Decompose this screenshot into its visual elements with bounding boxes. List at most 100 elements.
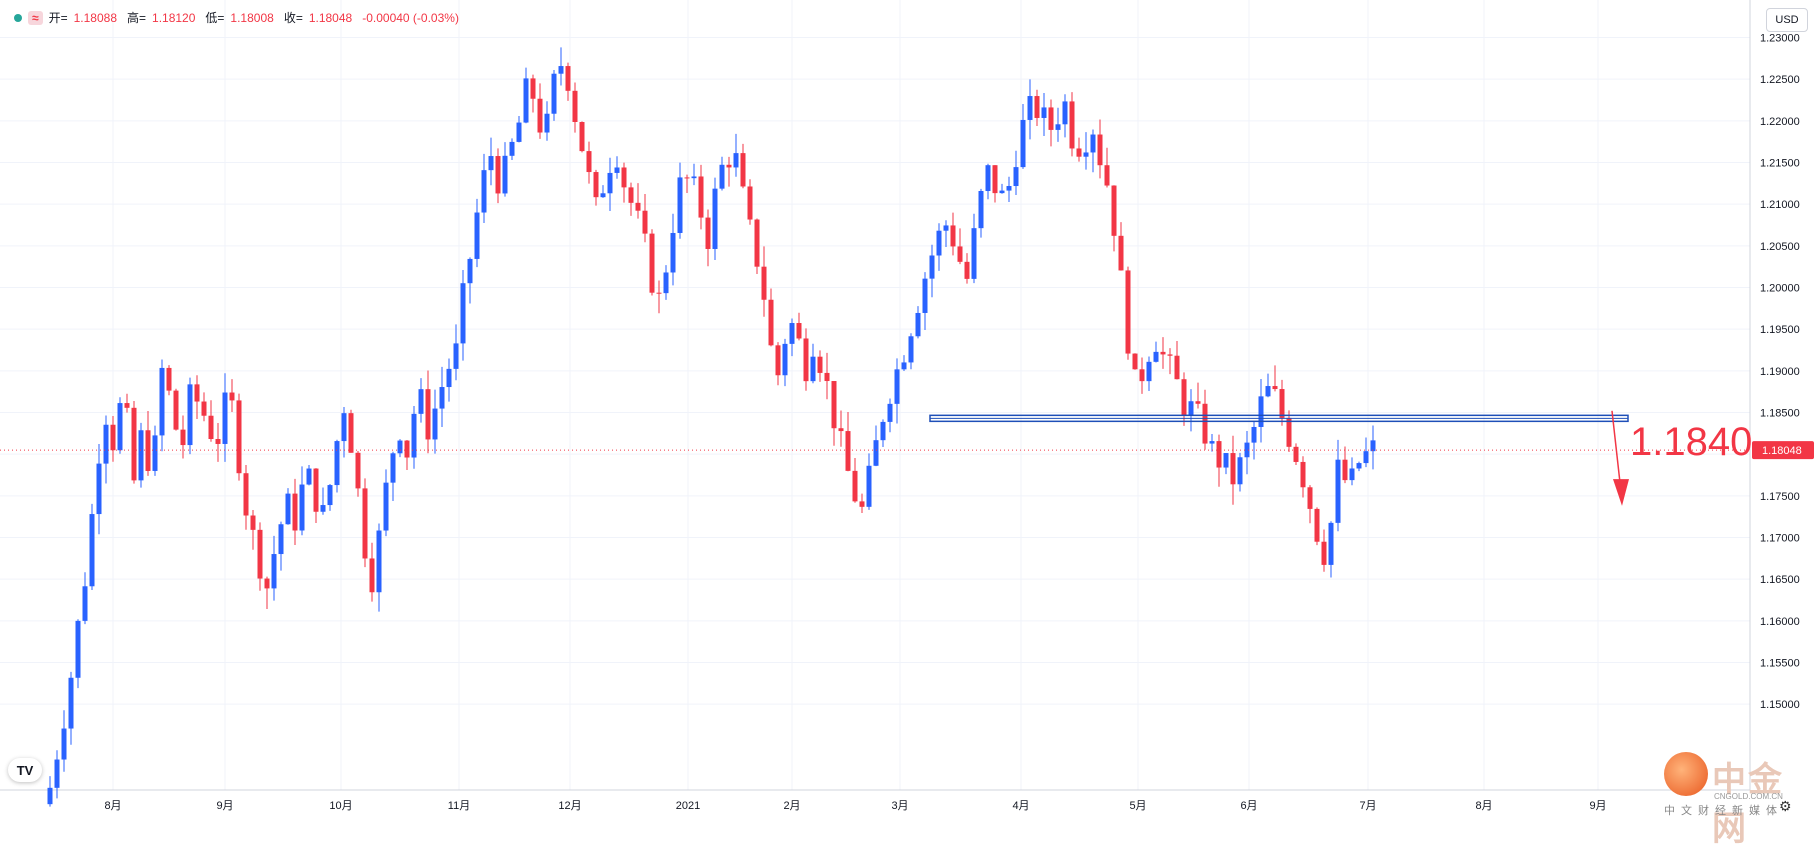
currency-button[interactable]: USD — [1766, 8, 1808, 32]
candle-body — [383, 482, 389, 531]
low-value: 1.18008 — [230, 10, 274, 25]
candle-body — [509, 141, 515, 156]
candle-body — [593, 172, 599, 198]
candle-body — [894, 369, 900, 404]
candle-body — [656, 292, 662, 294]
candle-body — [551, 73, 557, 114]
candle-body — [103, 424, 109, 464]
candle-body — [82, 586, 88, 621]
candle-body — [453, 343, 459, 369]
candle-body — [915, 312, 921, 337]
tradingview-logo[interactable]: TV — [8, 758, 42, 782]
candle-body — [803, 338, 809, 382]
candle-body — [852, 470, 858, 502]
candle-body — [1349, 468, 1355, 481]
x-tick-label: 8月 — [104, 800, 121, 812]
candle-body — [1090, 134, 1096, 153]
candle-body — [236, 400, 242, 474]
time-axis[interactable]: 8月 9月 10月 11月 12月 2021 2月 3月 4月 5月 6月 7月 8月 9月 — [104, 800, 1606, 812]
x-tick-label: 7月 — [1359, 800, 1376, 812]
x-tick-label: 9月 — [1589, 800, 1606, 812]
candle-body — [859, 501, 865, 507]
candle-body — [369, 558, 375, 593]
x-tick-label: 2月 — [783, 800, 800, 812]
candle-body — [1111, 185, 1117, 236]
candle-body — [1314, 508, 1320, 542]
watermark-logo-icon — [1664, 752, 1708, 796]
candle-body — [285, 493, 291, 525]
candle-body — [936, 230, 942, 256]
candle-body — [292, 493, 298, 531]
y-tick-label: 1.17500 — [1760, 491, 1800, 503]
annotation-arrow — [1611, 410, 1629, 506]
candle-body — [873, 440, 879, 466]
candle-body — [845, 431, 851, 471]
candle-body — [565, 66, 571, 91]
candles — [47, 47, 1376, 807]
candle-body — [243, 473, 249, 516]
candle-body — [1013, 167, 1019, 187]
candle-body — [47, 787, 53, 805]
candle-body — [152, 435, 158, 471]
candle-body — [1244, 442, 1250, 458]
watermark: 中金网 CNGOLD.COM.CN 中文财经新媒体 — [1664, 752, 1814, 849]
candle-body — [1076, 148, 1082, 157]
candle-body — [733, 153, 739, 168]
watermark-title: 中金网 — [1712, 760, 1784, 849]
y-tick-label: 1.22000 — [1760, 116, 1800, 128]
candle-body — [950, 225, 956, 247]
x-tick-label: 5月 — [1129, 800, 1146, 812]
candle-body — [222, 392, 228, 444]
candle-body — [810, 356, 816, 382]
candle-body — [1258, 396, 1264, 427]
candle-body — [754, 219, 760, 267]
settings-gear-icon[interactable]: ⚙ — [1779, 798, 1792, 814]
y-tick-label: 1.21500 — [1760, 158, 1800, 170]
candle-body — [460, 283, 466, 344]
candle-body — [376, 530, 382, 593]
candle-body — [334, 441, 340, 486]
candle-body — [1342, 459, 1348, 481]
candle-body — [341, 413, 347, 442]
x-tick-label: 10月 — [329, 800, 352, 812]
y-tick-label: 1.22500 — [1760, 74, 1800, 86]
price-axis[interactable]: 1.15000 1.15500 1.16000 1.16500 1.17000 1.175… — [0, 33, 1814, 712]
candle-body — [1286, 417, 1292, 447]
candle-body — [439, 387, 445, 409]
candle-body — [1279, 389, 1285, 418]
wave-icon[interactable]: ≈ — [28, 10, 43, 25]
candle-body — [1048, 107, 1054, 130]
candle-body — [425, 389, 431, 440]
candle-body — [1370, 440, 1376, 452]
candle-body — [1335, 459, 1341, 523]
candle-body — [1230, 453, 1236, 485]
y-tick-label: 1.15000 — [1760, 699, 1800, 711]
candle-body — [971, 228, 977, 279]
high-label: 高= — [127, 11, 147, 25]
x-tick-label: 11月 — [448, 800, 470, 812]
candle-body — [278, 524, 284, 555]
candle-body — [411, 413, 417, 458]
x-tick-label: 9月 — [216, 800, 233, 812]
candle-body — [544, 113, 550, 133]
candle-body — [1006, 186, 1012, 191]
candle-body — [1363, 451, 1369, 464]
candle-body — [887, 403, 893, 422]
close-value: 1.18048 — [308, 10, 353, 25]
candle-body — [61, 728, 67, 760]
x-tick-label: 2021 — [676, 800, 700, 812]
chart-canvas[interactable]: 1.15000 1.15500 1.16000 1.16500 1.17000 1.175… — [0, 0, 1819, 823]
candle-body — [1097, 134, 1103, 166]
y-tick-label: 1.16500 — [1760, 574, 1800, 586]
candle-body — [1265, 386, 1271, 397]
candle-body — [586, 151, 592, 173]
candle-body — [614, 167, 620, 173]
candle-body — [537, 98, 543, 133]
y-tick-label: 1.17000 — [1760, 533, 1800, 545]
candle-body — [467, 258, 473, 284]
candle-body — [929, 255, 935, 279]
y-tick-label: 1.19500 — [1760, 324, 1800, 336]
x-tick-label: 3月 — [891, 800, 908, 812]
support-level — [929, 414, 1629, 423]
candle-body — [54, 759, 60, 788]
